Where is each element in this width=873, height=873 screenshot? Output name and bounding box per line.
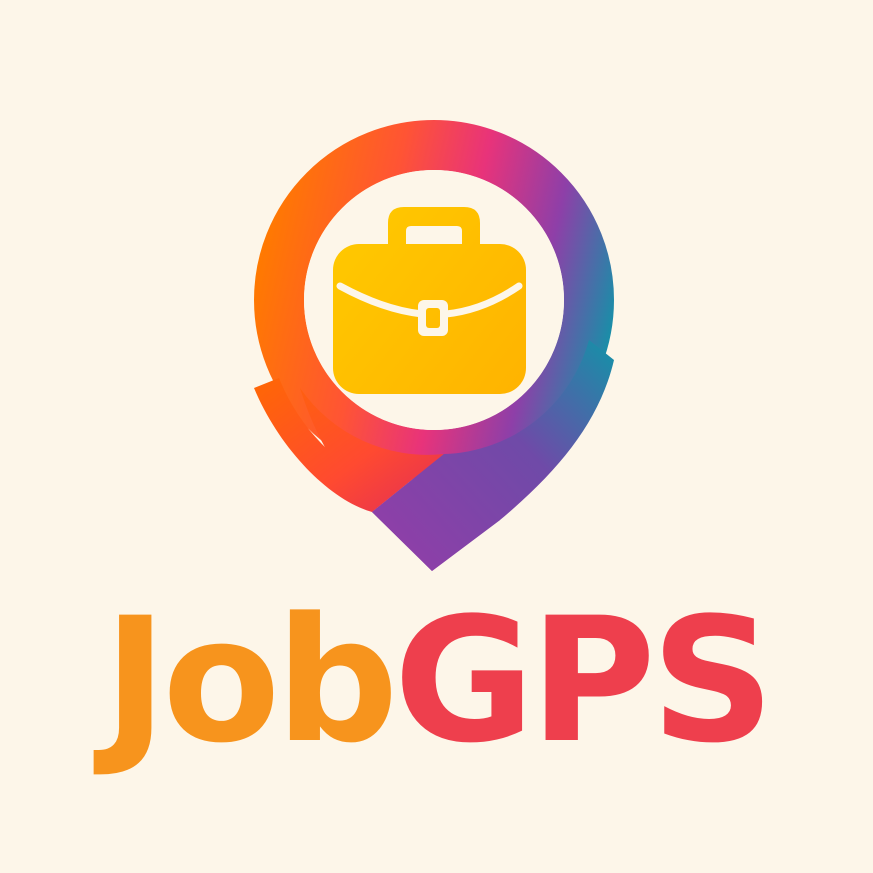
pin-tail-left-outer	[254, 378, 392, 512]
briefcase-handle	[388, 207, 480, 249]
pin-tail-left	[300, 388, 444, 512]
briefcase-clasp-inner	[426, 308, 440, 328]
briefcase-icon	[333, 207, 526, 394]
brand-name-gps: GPS	[393, 580, 775, 781]
brand-wordmark: JobGPS	[0, 586, 873, 776]
pin-tip	[372, 454, 500, 571]
brand-name-job: Job	[103, 580, 398, 781]
briefcase-seam	[336, 282, 523, 318]
